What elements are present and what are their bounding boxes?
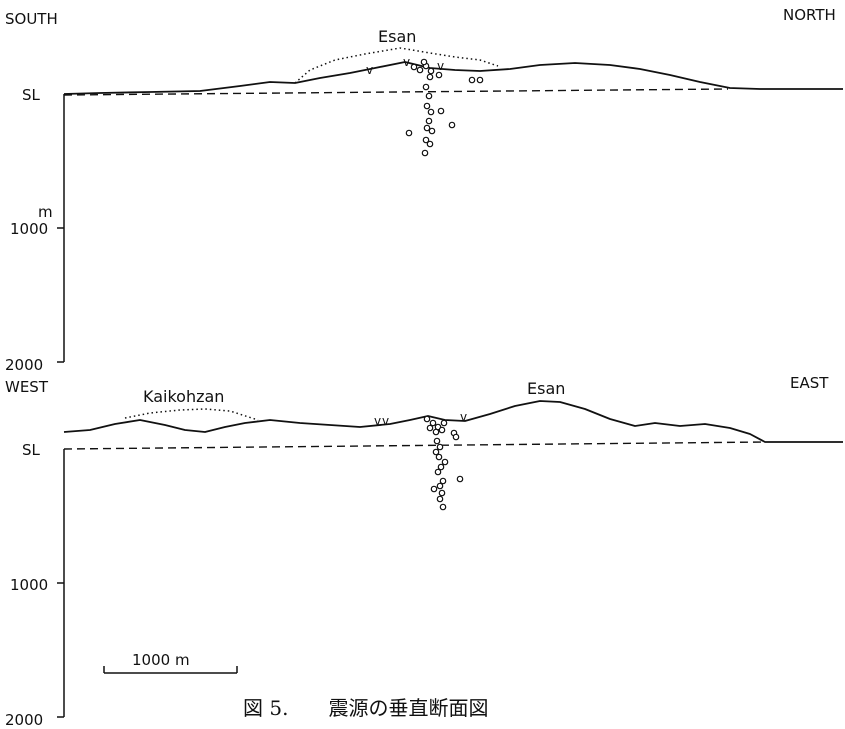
hypocenter-point bbox=[432, 448, 440, 456]
sea-level-line-ns bbox=[63, 88, 729, 96]
hypocenter-point bbox=[435, 71, 443, 79]
hypocenter-point bbox=[436, 482, 444, 490]
hypocenter-point bbox=[433, 437, 441, 445]
depth-tick-1000-ns: 1000 bbox=[10, 220, 48, 238]
hypocenter-point bbox=[425, 117, 433, 125]
hypocenters-ns bbox=[405, 58, 484, 157]
south-label: SOUTH bbox=[5, 10, 58, 28]
hypocenter-point bbox=[423, 124, 431, 132]
section-west-east: WEST EAST Kaikohzan Esan SL 1000 2000 v … bbox=[5, 374, 843, 729]
hypocenter-point bbox=[432, 428, 440, 436]
hypocenter-point bbox=[422, 83, 430, 91]
hypocenter-point bbox=[421, 149, 429, 157]
depth-unit-label: m bbox=[38, 203, 53, 221]
esan-label-we: Esan bbox=[527, 379, 565, 398]
sea-level-label-ns: SL bbox=[22, 86, 41, 104]
hypocenter-point bbox=[410, 63, 418, 71]
vents-ns: v v v bbox=[366, 55, 444, 77]
vent-marker: v bbox=[374, 414, 381, 428]
depth-tick-2000-ns: 2000 bbox=[5, 356, 43, 374]
hypocenter-point bbox=[439, 477, 447, 485]
hypocenter-point bbox=[437, 107, 445, 115]
hypocenter-point bbox=[429, 419, 437, 427]
hypocenter-point bbox=[436, 495, 444, 503]
hypocenter-point bbox=[427, 108, 435, 116]
hypocenter-point bbox=[426, 140, 434, 148]
north-label: NORTH bbox=[783, 6, 836, 24]
hypocenter-point bbox=[426, 73, 434, 81]
hypocenter-point bbox=[452, 433, 460, 441]
hypocenter-point bbox=[456, 475, 464, 483]
esan-label-ns: Esan bbox=[378, 27, 416, 46]
sea-level-line-we bbox=[63, 441, 766, 450]
hypocenter-point bbox=[440, 419, 448, 427]
scale-bar-label: 1000 m bbox=[132, 651, 190, 669]
hypocenter-point bbox=[476, 76, 484, 84]
topography-profile-ns bbox=[63, 61, 843, 95]
west-label: WEST bbox=[5, 378, 49, 396]
hypocenter-point bbox=[441, 458, 449, 466]
hypocenter-point bbox=[422, 136, 430, 144]
hypocenter-point bbox=[416, 66, 424, 74]
east-label: EAST bbox=[790, 374, 829, 392]
hypocenter-point bbox=[423, 415, 431, 423]
hypocenter-point bbox=[438, 426, 446, 434]
hypocenter-point bbox=[426, 424, 434, 432]
section-south-north: SOUTH NORTH Esan SL m 1000 2000 v v v bbox=[5, 6, 843, 374]
vent-marker: v bbox=[382, 414, 389, 428]
scale-bar: 1000 m bbox=[103, 651, 238, 674]
vents-we: v v v bbox=[374, 410, 467, 428]
hypocenter-point bbox=[420, 58, 428, 66]
vent-marker: v bbox=[403, 55, 410, 69]
vent-marker: v bbox=[366, 63, 373, 77]
hypocenter-point bbox=[448, 121, 456, 129]
hypocenter-point bbox=[438, 489, 446, 497]
hypocenter-point bbox=[436, 443, 444, 451]
hypocenter-point bbox=[405, 129, 413, 137]
hypocenter-point bbox=[468, 76, 476, 84]
hypocenter-point bbox=[425, 92, 433, 100]
hypocenter-point bbox=[427, 67, 435, 75]
hypocenter-point bbox=[437, 463, 445, 471]
vent-marker: v bbox=[437, 59, 444, 73]
esan-outline-ns bbox=[294, 47, 499, 84]
depth-tick-1000-we: 1000 bbox=[10, 576, 48, 594]
hypocenter-point bbox=[428, 127, 436, 135]
figure-caption: 図 5. 震源の垂直断面図 bbox=[243, 696, 488, 720]
hypocenter-point bbox=[434, 468, 442, 476]
vent-marker: v bbox=[460, 410, 467, 424]
hypocenter-point bbox=[423, 102, 431, 110]
depth-tick-2000-we: 2000 bbox=[5, 711, 43, 729]
hypocenters-we bbox=[423, 415, 464, 511]
hypocenter-point bbox=[439, 503, 447, 511]
hypocenter-point bbox=[430, 485, 438, 493]
kaikohzan-outline bbox=[124, 408, 259, 421]
kaikohzan-label: Kaikohzan bbox=[143, 387, 224, 406]
hypocenter-point bbox=[435, 453, 443, 461]
sea-level-label-we: SL bbox=[22, 441, 41, 459]
